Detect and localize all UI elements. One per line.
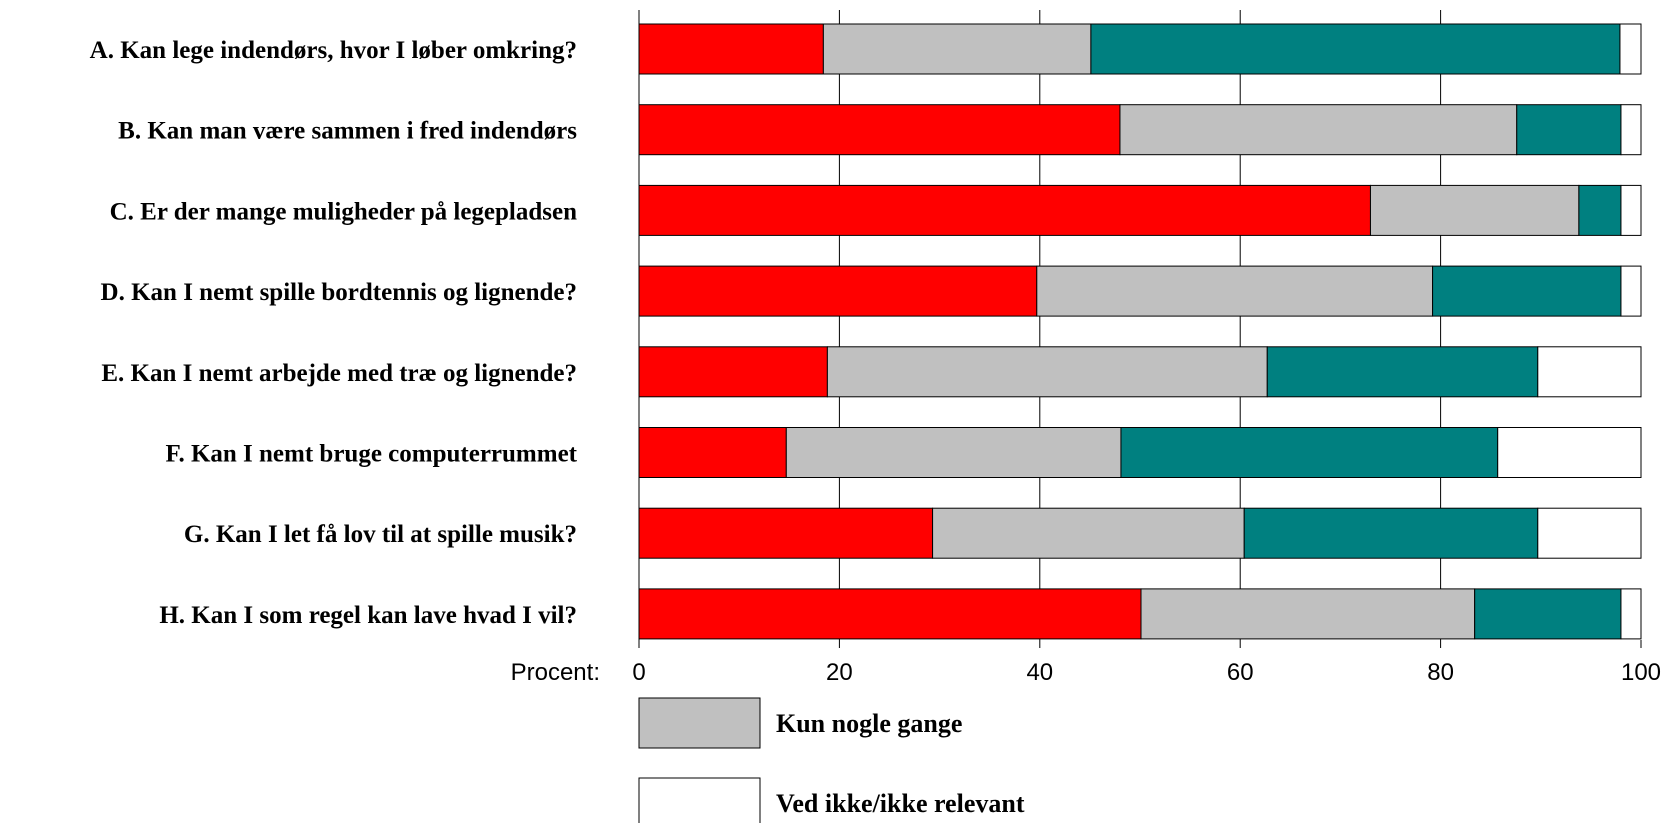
x-tick-label: 20 <box>826 659 853 686</box>
bar-segment <box>1619 23 1642 75</box>
bar-segment <box>638 265 1038 317</box>
bar-segment <box>1243 507 1539 559</box>
category-labels: A. Kan lege indendørs, hvor I løber omkr… <box>90 37 578 629</box>
bar-segment <box>638 507 934 559</box>
bar-segment <box>638 104 1121 156</box>
legend-swatch <box>638 697 761 749</box>
bar-segment <box>638 23 824 75</box>
bar-segment <box>1537 507 1642 559</box>
x-axis-label: Procent: <box>511 659 600 686</box>
category-label: G. Kan I let få lov til at spille musik? <box>184 521 577 548</box>
bar-segment <box>1432 265 1622 317</box>
bar-segment <box>1516 104 1622 156</box>
x-axis: Procent: 0 20 40 60 80 100 <box>511 640 1661 686</box>
category-label: E. Kan I nemt arbejde med træ og lignend… <box>101 360 577 387</box>
category-label: D. Kan I nemt spille bordtennis og ligne… <box>101 279 577 306</box>
bars <box>638 23 1642 640</box>
bar-segment <box>1537 346 1642 398</box>
category-label: A. Kan lege indendørs, hvor I løber omkr… <box>90 37 577 64</box>
x-tick-label: 40 <box>1026 659 1053 686</box>
x-tick-label: 0 <box>632 659 645 686</box>
bar-segment <box>638 184 1371 236</box>
bar-segment <box>1140 588 1476 640</box>
bar-segment <box>638 346 828 398</box>
category-label: H. Kan I som regel kan lave hvad I vil? <box>159 602 577 629</box>
x-tick-label: 80 <box>1427 659 1454 686</box>
bar-segment <box>1090 23 1621 75</box>
x-tick-label: 60 <box>1227 659 1254 686</box>
legend: Kun nogle gange Ved ikke/ikke relevant <box>638 697 1025 823</box>
bar-segment <box>1620 104 1642 156</box>
bar-segment <box>1497 427 1642 478</box>
bar-segment <box>1266 346 1539 398</box>
bar-segment <box>1474 588 1622 640</box>
category-label: B. Kan man være sammen i fred indendørs <box>118 118 577 145</box>
x-tick-label: 100 <box>1621 659 1661 686</box>
category-label: F. Kan I nemt bruge computerrummet <box>165 441 577 468</box>
bar-segment <box>1620 184 1642 236</box>
bar-segment <box>785 427 1122 478</box>
bar-segment <box>1620 588 1642 640</box>
bar-segment <box>1120 427 1499 478</box>
legend-label: Ved ikke/ikke relevant <box>776 789 1025 818</box>
bar-segment <box>932 507 1245 559</box>
category-label: C. Er der mange muligheder på legepladse… <box>110 198 577 225</box>
bar-segment <box>638 588 1142 640</box>
bar-segment <box>1036 265 1434 317</box>
bar-segment <box>638 427 787 478</box>
bar-segment <box>1369 184 1580 236</box>
legend-label: Kun nogle gange <box>776 709 962 738</box>
bar-segment <box>822 23 1092 75</box>
bar-segment <box>1620 265 1642 317</box>
legend-swatch <box>638 777 761 823</box>
bar-segment <box>826 346 1268 398</box>
bar-segment <box>1578 184 1622 236</box>
bar-segment <box>1119 104 1518 156</box>
